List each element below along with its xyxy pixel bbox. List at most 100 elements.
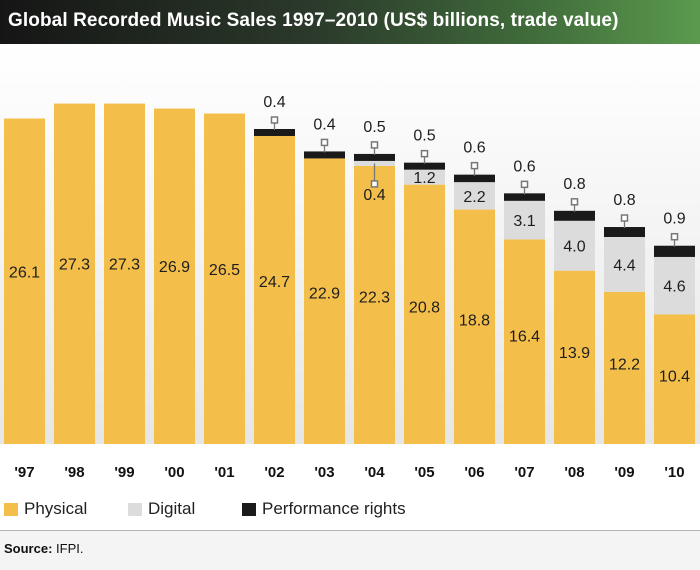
- bar-digital-11: [554, 220, 595, 271]
- performance-label-marker-11: [570, 198, 579, 206]
- value-label-physical-8: 20.8: [409, 300, 440, 317]
- value-label-physical-6: 22.9: [309, 286, 340, 303]
- performance-label-marker-10: [520, 180, 529, 189]
- bar-performance-8: [404, 162, 445, 170]
- x-tick-label-1: '98: [64, 464, 84, 481]
- bar-digital-10: [504, 200, 545, 240]
- bar-physical-11: [554, 270, 595, 444]
- performance-label-marker-13: [670, 232, 679, 241]
- legend-label-physical: Physical: [24, 499, 88, 518]
- bar-digital-13: [654, 256, 695, 315]
- value-label-physical-7: 22.3: [359, 290, 390, 307]
- value-label-physical-0: 26.1: [9, 265, 40, 282]
- bar-performance-5: [254, 128, 295, 136]
- performance-label-marker-7: [370, 141, 379, 149]
- x-tick-label-7: '04: [364, 464, 385, 481]
- legend-item-physical: Physical: [4, 497, 87, 521]
- x-tick-label-12: '09: [614, 464, 634, 481]
- bar-physical-8: [404, 184, 445, 444]
- source-footer: Source: IFPI.: [0, 530, 700, 570]
- bar-performance-6: [304, 151, 345, 159]
- bar-physical-9: [454, 209, 495, 444]
- stacked-bar-chart: 26.1 '97 27.3 '98 27.3 '99 26.9 '00 26.5 '01 24.7 0…: [4, 94, 695, 481]
- x-tick-label-10: '07: [514, 464, 534, 481]
- performance-label-marker-9: [470, 161, 479, 170]
- value-label-physical-1: 27.3: [59, 257, 90, 274]
- value-label-performance-9: 0.6: [463, 140, 485, 157]
- value-label-digital-9: 2.2: [463, 189, 485, 206]
- value-label-digital-13: 4.6: [663, 279, 685, 296]
- value-label-performance-10: 0.6: [513, 158, 535, 175]
- bar-physical-0: [4, 118, 45, 445]
- value-label-performance-6: 0.4: [313, 116, 335, 133]
- title-bar: Global Recorded Music Sales 1997–2010 (U…: [0, 0, 700, 44]
- legend-swatch-performance-rights: [242, 502, 256, 516]
- bar-performance-13: [654, 245, 695, 257]
- value-label-physical-5: 24.7: [259, 274, 290, 291]
- bar-performance-10: [504, 193, 545, 201]
- bar-performance-12: [604, 227, 645, 237]
- value-label-physical-13: 10.4: [659, 368, 690, 385]
- bar-digital-12: [604, 236, 645, 292]
- bar-physical-4: [204, 113, 245, 445]
- legend-item-performance-rights: Performance rights: [242, 497, 406, 521]
- value-label-performance-5: 0.4: [263, 94, 285, 111]
- legend-swatch-digital: [128, 502, 142, 516]
- value-label-digital-8: 1.2: [413, 170, 435, 187]
- bar-performance-9: [454, 174, 495, 183]
- bar-physical-3: [154, 108, 195, 444]
- x-tick-label-8: '05: [414, 464, 434, 481]
- value-label-physical-3: 26.9: [159, 259, 190, 276]
- value-label-performance-8: 0.5: [413, 128, 435, 145]
- performance-label-marker-12: [620, 214, 629, 222]
- value-label-physical-4: 26.5: [209, 262, 240, 279]
- value-label-physical-10: 16.4: [509, 329, 540, 346]
- bar-digital-9: [454, 182, 495, 210]
- value-label-physical-9: 18.8: [459, 313, 490, 330]
- bar-physical-10: [504, 239, 545, 444]
- bar-digital-8: [404, 169, 445, 185]
- value-label-physical-11: 13.9: [559, 345, 590, 362]
- value-label-digital-10: 3.1: [513, 213, 535, 230]
- bar-physical-6: [304, 158, 345, 444]
- value-label-performance-12: 0.8: [613, 192, 635, 209]
- value-label-physical-2: 27.3: [109, 257, 140, 274]
- source-label: Source:: [4, 541, 53, 556]
- bar-performance-7: [354, 153, 395, 161]
- x-tick-label-4: '01: [214, 464, 234, 481]
- bar-performance-11: [554, 210, 595, 221]
- legend-swatch-physical: [4, 502, 18, 516]
- chart-legend: Physical Digital Performance rights: [0, 497, 700, 521]
- bar-physical-1: [54, 103, 95, 444]
- axis-label-strip: [0, 444, 700, 488]
- x-tick-label-0: '97: [14, 464, 34, 481]
- bar-physical-7: [354, 165, 395, 444]
- value-label-digital-7: 0.4: [363, 187, 385, 204]
- x-tick-label-13: '10: [664, 464, 684, 481]
- x-tick-label-3: '00: [164, 464, 184, 481]
- value-label-physical-12: 12.2: [609, 356, 640, 373]
- legend-item-digital: Digital: [128, 497, 195, 521]
- bar-physical-12: [604, 291, 645, 444]
- value-label-digital-11: 4.0: [563, 239, 585, 256]
- value-label-performance-13: 0.9: [663, 211, 685, 228]
- x-tick-label-2: '99: [114, 464, 134, 481]
- bar-physical-5: [254, 135, 295, 444]
- x-tick-label-5: '02: [264, 464, 284, 481]
- bar-physical-2: [104, 103, 145, 444]
- legend-label-digital: Digital: [148, 499, 196, 518]
- x-tick-label-11: '08: [564, 464, 584, 481]
- performance-label-marker-8: [420, 149, 429, 158]
- value-label-performance-11: 0.8: [563, 176, 585, 193]
- value-label-performance-7: 0.5: [363, 119, 385, 136]
- legend-label-performance-rights: Performance rights: [262, 499, 406, 518]
- performance-label-marker-5: [270, 116, 279, 124]
- bar-physical-13: [654, 314, 695, 444]
- performance-label-marker-6: [320, 138, 329, 147]
- value-label-digital-12: 4.4: [613, 257, 635, 274]
- digital-label-marker-7: [370, 180, 379, 188]
- x-tick-label-9: '06: [464, 464, 484, 481]
- source-value: IFPI.: [56, 541, 84, 556]
- chart-title: Global Recorded Music Sales 1997–2010 (U…: [8, 10, 619, 31]
- x-tick-label-6: '03: [314, 464, 334, 481]
